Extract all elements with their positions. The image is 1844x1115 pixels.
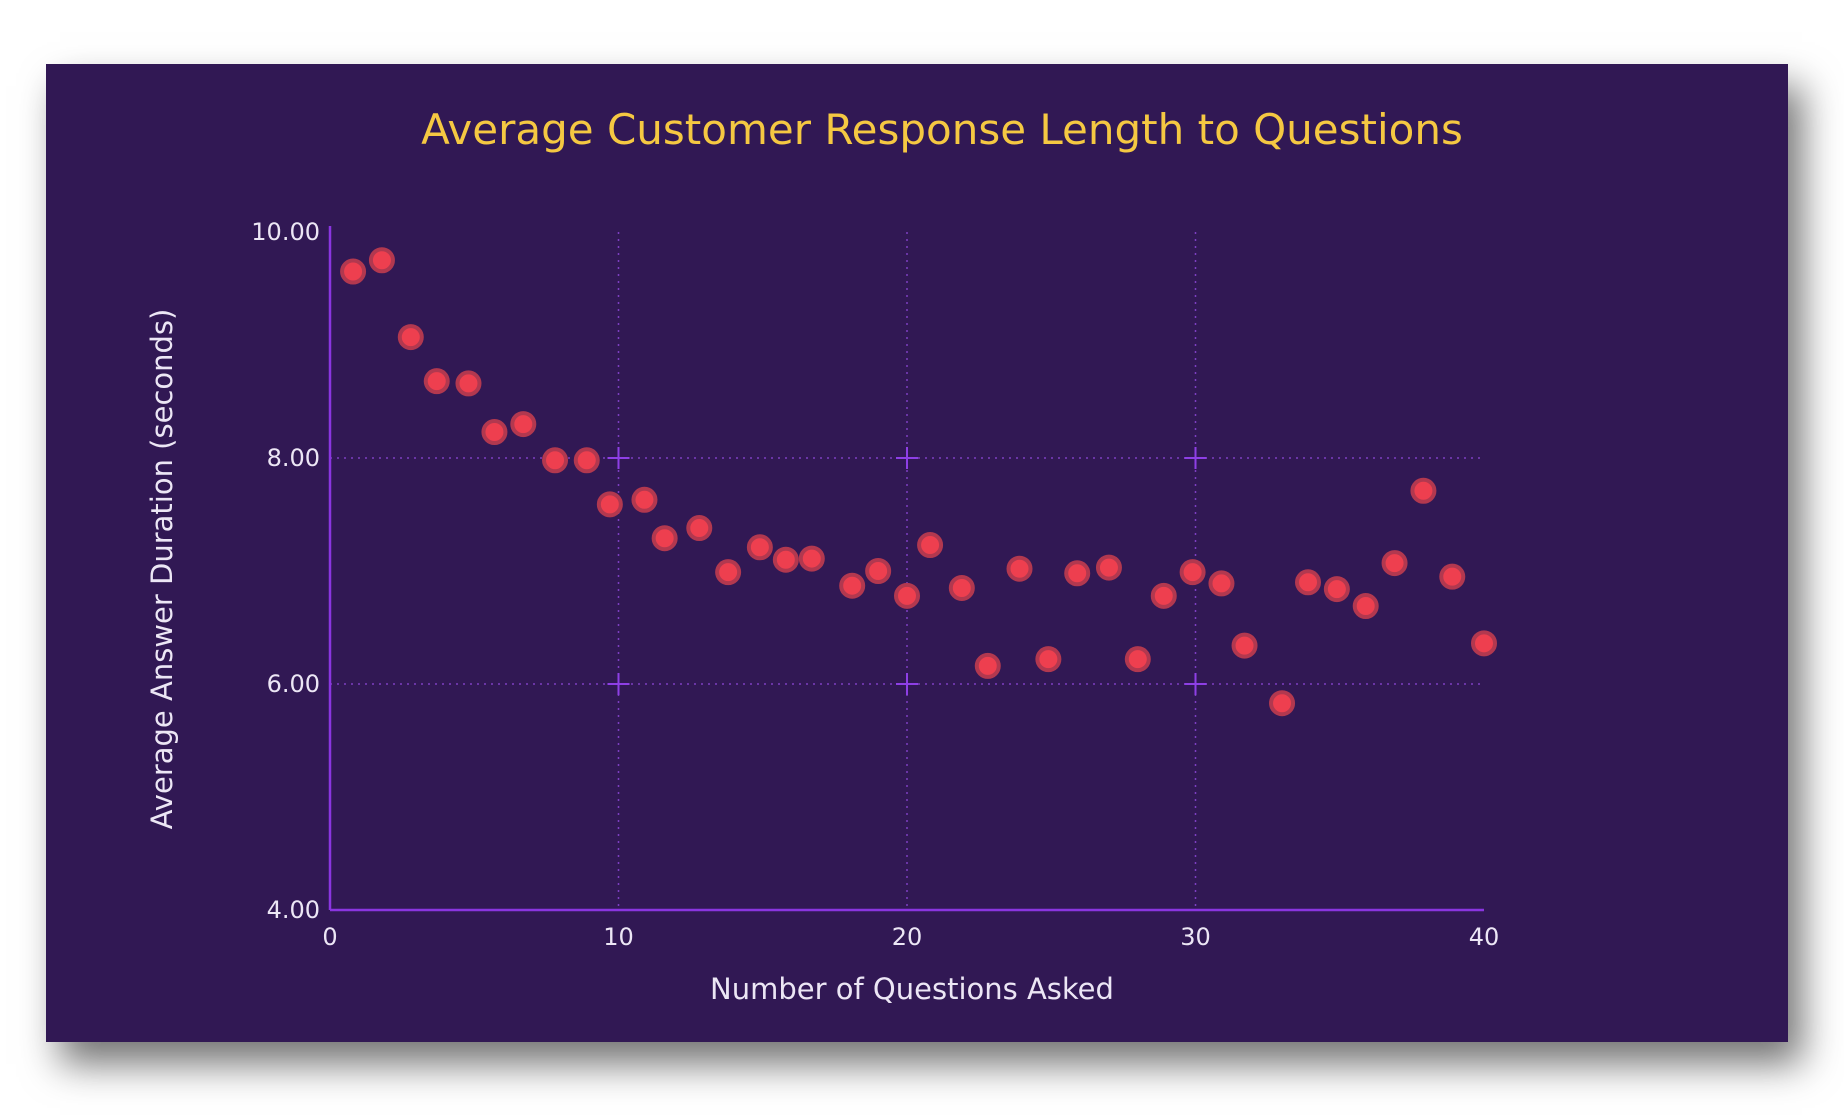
data-point (865, 558, 892, 584)
data-point (1231, 632, 1258, 659)
y-tick-label: 10.00 (251, 218, 320, 246)
y-tick-label: 4.00 (267, 896, 320, 924)
data-point (974, 652, 1001, 679)
chart-grid (330, 232, 1484, 910)
data-point (1471, 630, 1497, 657)
data-point (1295, 569, 1322, 596)
data-point (715, 559, 742, 586)
data-point (686, 515, 713, 542)
data-point (423, 368, 450, 395)
data-point (1179, 559, 1206, 586)
data-point (746, 534, 773, 561)
chart-axes (328, 226, 1484, 912)
data-point (1352, 593, 1379, 620)
x-tick-label: 40 (1469, 923, 1500, 951)
data-point (596, 491, 623, 518)
data-point (948, 574, 975, 601)
scatter-chart: Average Customer Response Length to Ques… (145, 105, 1499, 1006)
data-point (368, 247, 395, 274)
data-point (1410, 477, 1437, 504)
chart-title: Average Customer Response Length to Ques… (421, 105, 1463, 154)
x-tick-label: 20 (892, 923, 923, 951)
data-point (798, 545, 825, 572)
data-point (1035, 646, 1062, 673)
x-tick-label: 10 (603, 923, 634, 951)
data-point (1381, 550, 1408, 577)
data-point (455, 370, 482, 397)
y-axis-label: Average Answer Duration (seconds) (145, 309, 179, 830)
grid-cross-icon (896, 673, 918, 695)
data-point (631, 486, 658, 513)
data-point (1439, 563, 1466, 590)
grid-cross-icon (607, 673, 630, 695)
data-point (772, 546, 799, 573)
data-point (397, 324, 424, 351)
chart-data-points (340, 247, 1497, 717)
data-point (573, 447, 600, 474)
chart-tick-labels: 0 10 20 30 40 4.00 6.00 8.00 10.00 (251, 218, 1499, 951)
data-point (839, 572, 866, 599)
data-point (1006, 555, 1033, 582)
data-point (1208, 570, 1235, 597)
data-point (1323, 576, 1350, 603)
grid-cross-icon (1184, 673, 1207, 695)
data-point (510, 411, 537, 438)
data-point (1124, 646, 1151, 673)
x-axis-label: Number of Questions Asked (710, 972, 1114, 1006)
grid-cross-icon (896, 447, 918, 469)
grid-cross-icon (607, 447, 630, 469)
data-point (542, 447, 569, 474)
chart-card: Average Customer Response Length to Ques… (46, 64, 1788, 1042)
data-point (651, 525, 678, 552)
data-point (340, 258, 367, 285)
data-point (1269, 690, 1296, 717)
x-tick-label: 30 (1180, 923, 1211, 951)
data-point (894, 582, 920, 609)
x-tick-label: 0 (322, 923, 337, 951)
grid-cross-icon (1184, 447, 1207, 469)
data-point (1095, 554, 1122, 581)
data-point (481, 419, 508, 446)
y-tick-label: 6.00 (267, 670, 320, 698)
y-tick-label: 8.00 (267, 444, 320, 472)
data-point (1150, 582, 1177, 609)
data-point (1064, 560, 1091, 587)
data-point (917, 532, 944, 559)
